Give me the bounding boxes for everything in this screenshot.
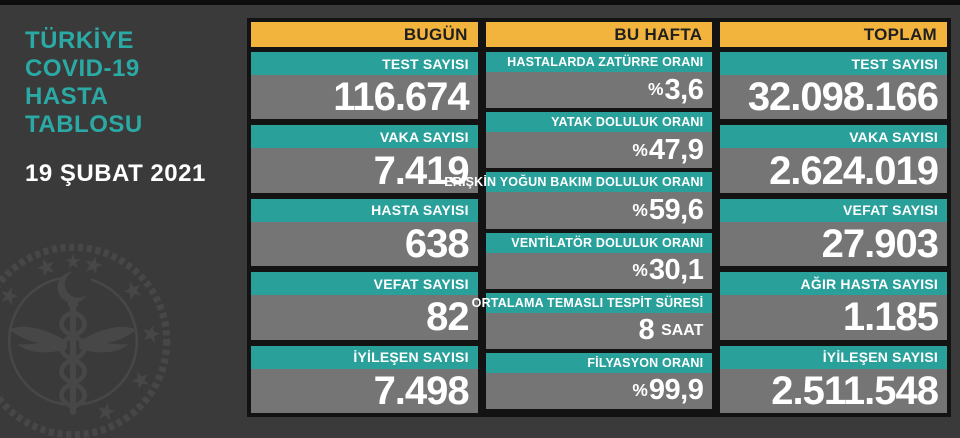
stat-toplam-iyilesen-sayisi: İYİLEŞEN SAYISI 2.511.548 (720, 345, 948, 414)
stat-toplam-vefat-sayisi: VEFAT SAYISI 27.903 (720, 198, 948, 267)
stat-value: 7.498 (251, 368, 478, 414)
stat-label: ORTALAMA TEMASLI TESPİT SÜRESİ (472, 292, 713, 313)
stat-toplam-agir-hasta-sayisi: AĞIR HASTA SAYISI 1.185 (720, 272, 948, 340)
value-number: 7.498 (373, 368, 470, 413)
stat-bugun-iyilesen-sayisi: İYİLEŞEN SAYISI 7.498 (251, 345, 478, 414)
stat-bugun-test-sayisi: TEST SAYISI 116.674 (251, 52, 478, 120)
value-prefix: % (632, 139, 648, 160)
stat-value: 7.419 (251, 148, 478, 193)
value-number: 27.903 (821, 222, 939, 267)
stat-label: ERİŞKİN YOĞUN BAKIM DOLULUK ORANI (444, 172, 713, 193)
value-prefix: % (632, 199, 648, 220)
stat-value: % 3,6 (485, 72, 713, 109)
stat-value: 82 (251, 295, 478, 340)
value-number: 32.098.166 (747, 75, 939, 120)
value-prefix: % (648, 79, 664, 100)
stat-value: % 59,6 (485, 192, 713, 229)
stat-label: HASTA SAYISI (251, 198, 478, 222)
value-number: 30,1 (648, 254, 704, 287)
report-date: 19 ŞUBAT 2021 (25, 160, 206, 187)
value-number: 116.674 (333, 75, 469, 120)
value-number: 59,6 (648, 193, 704, 226)
stats-board: BUGÜN TEST SAYISI 116.674 VAKA SAYISI 7.… (247, 18, 951, 417)
stat-hafta-yatak-doluluk: YATAK DOLULUK ORANI % 47,9 (485, 112, 713, 169)
stat-value: 2.624.019 (720, 148, 948, 193)
stat-value: 1.185 (720, 295, 948, 340)
stat-value: 32.098.166 (720, 75, 948, 120)
stat-hafta-ventilator-doluluk: VENTİLATÖR DOLULUK ORANI % 30,1 (485, 232, 713, 289)
value-number: 82 (426, 295, 469, 340)
column-header-bugun: BUGÜN (251, 22, 478, 47)
page-title-line: COVID-19 (25, 55, 140, 82)
health-ministry-emblem-icon (0, 243, 171, 438)
column-toplam: TOPLAM TEST SAYISI 32.098.166 VAKA SAYIS… (720, 22, 948, 414)
stat-value: 2.511.548 (720, 368, 948, 414)
stat-label: VAKA SAYISI (251, 125, 478, 149)
stat-label: VEFAT SAYISI (251, 272, 478, 296)
stat-label: VEFAT SAYISI (720, 198, 948, 222)
stat-hafta-yogun-bakim-doluluk: ERİŞKİN YOĞUN BAKIM DOLULUK ORANI % 59,6 (444, 172, 713, 229)
page-title-line: TÜRKİYE (25, 27, 134, 54)
stat-label: İYİLEŞEN SAYISI (720, 345, 948, 369)
column-bugun: BUGÜN TEST SAYISI 116.674 VAKA SAYISI 7.… (251, 22, 478, 414)
stat-bugun-hasta-sayisi: HASTA SAYISI 638 (251, 198, 478, 267)
stat-label: TEST SAYISI (720, 52, 948, 75)
top-black-strip (0, 0, 960, 5)
stat-value: 8 SAAT (485, 312, 713, 349)
value-number: 8 (638, 314, 655, 347)
stat-label: VENTİLATÖR DOLULUK ORANI (485, 232, 713, 253)
stat-bugun-vefat-sayisi: VEFAT SAYISI 82 (251, 272, 478, 340)
page-title: TÜRKİYE COVID-19 HASTA TABLOSU (25, 27, 143, 139)
column-header-toplam: TOPLAM (720, 22, 948, 47)
stat-value: 27.903 (720, 221, 948, 267)
value-number: 2.511.548 (771, 368, 939, 413)
value-number: 99,9 (648, 374, 704, 407)
stat-value: % 99,9 (485, 372, 713, 410)
column-header-bu-hafta: BU HAFTA (485, 22, 713, 47)
stat-value: 638 (251, 221, 478, 267)
value-number: 2.624.019 (769, 148, 939, 193)
stat-label: İYİLEŞEN SAYISI (251, 345, 478, 369)
value-number: 1.185 (842, 295, 939, 340)
page-title-line: TABLOSU (25, 111, 143, 138)
stat-label: AĞIR HASTA SAYISI (720, 272, 948, 296)
value-prefix: % (632, 259, 648, 280)
stat-bugun-vaka-sayisi: VAKA SAYISI 7.419 (251, 125, 478, 193)
value-prefix: % (632, 380, 648, 401)
value-number: 7.419 (373, 148, 470, 193)
stat-hafta-temasli-tespit-suresi: ORTALAMA TEMASLI TESPİT SÜRESİ 8 SAAT (472, 292, 713, 349)
stat-label: HASTALARDA ZATÜRRE ORANI (485, 52, 713, 72)
column-bu-hafta: BU HAFTA HASTALARDA ZATÜRRE ORANI % 3,6 Y… (444, 22, 713, 413)
stat-hafta-filyasyon-orani: FİLYASYON ORANI % 99,9 (485, 352, 713, 410)
page-title-line: HASTA (25, 83, 109, 110)
stat-toplam-test-sayisi: TEST SAYISI 32.098.166 (720, 52, 948, 120)
value-number: 3,6 (664, 73, 704, 106)
value-suffix: SAAT (661, 321, 704, 339)
stat-value: % 30,1 (485, 252, 713, 289)
value-number: 638 (404, 222, 470, 267)
left-panel: TÜRKİYE COVID-19 HASTA TABLOSU 19 ŞUBAT … (0, 5, 247, 438)
stat-label: VAKA SAYISI (720, 125, 948, 149)
stat-toplam-vaka-sayisi: VAKA SAYISI 2.624.019 (720, 125, 948, 193)
value-number: 47,9 (648, 133, 704, 166)
stat-label: TEST SAYISI (251, 52, 478, 75)
stat-hafta-zaturre-orani: HASTALARDA ZATÜRRE ORANI % 3,6 (485, 52, 713, 109)
stat-label: FİLYASYON ORANI (485, 352, 713, 373)
stat-value: % 47,9 (485, 132, 713, 169)
stat-label: YATAK DOLULUK ORANI (485, 112, 713, 133)
stat-value: 116.674 (251, 75, 478, 120)
